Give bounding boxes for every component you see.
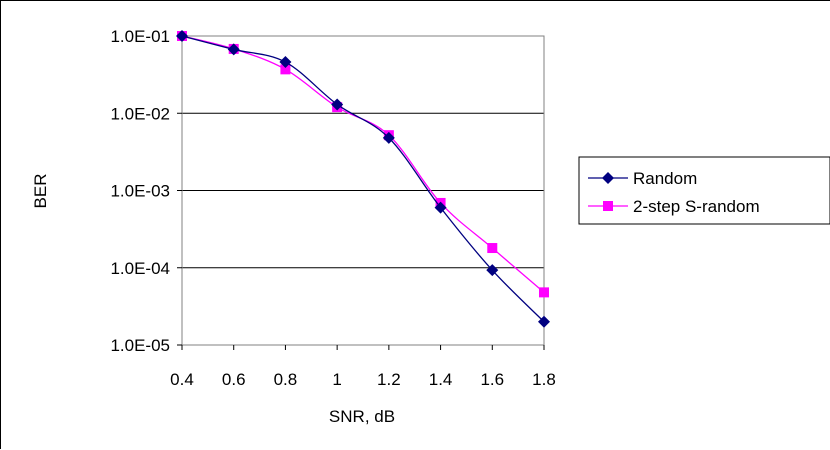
x-axis-ticks: 0.4 0.6 0.8 1 1.2 1.4 1.6 1.8: [170, 345, 556, 389]
data-point-square: [539, 287, 549, 298]
series-line: [181, 35, 545, 323]
data-point-diamond: [434, 201, 447, 214]
data-point-diamond: [382, 131, 395, 144]
data-point-diamond: [176, 30, 188, 42]
y-tick-label: 1.0E-03: [110, 182, 170, 201]
x-axis-title: SNR, dB: [329, 407, 395, 426]
data-point-square: [487, 243, 498, 254]
series-layer: [176, 30, 550, 328]
y-tick-label: 1.0E-02: [110, 104, 170, 123]
data-point-diamond: [486, 264, 499, 277]
x-tick-label: 1.6: [480, 370, 504, 389]
legend-item: Random: [588, 169, 697, 188]
x-tick-label: 1.4: [429, 370, 453, 389]
legend-item: 2-step S-random: [588, 197, 760, 216]
series-2-step-s-random: [177, 31, 549, 298]
x-tick-label: 1: [332, 370, 341, 389]
y-axis-title: BER: [31, 174, 50, 209]
data-point-diamond: [227, 43, 240, 56]
x-tick-label: 1.2: [377, 370, 401, 389]
data-point-square: [280, 64, 291, 75]
legend-marker: [603, 201, 613, 211]
x-tick-label: 0.4: [170, 370, 194, 389]
series-random: [176, 30, 550, 328]
legend-box: [578, 156, 830, 225]
legend: Random 2-step S-random: [578, 156, 830, 225]
legend-marker: [602, 172, 614, 184]
y-tick-label: 1.0E-04: [110, 259, 170, 278]
data-point-diamond: [279, 56, 292, 69]
x-tick-label: 0.8: [274, 370, 298, 389]
y-tick-label: 1.0E-05: [110, 336, 170, 355]
gridlines: [182, 35, 544, 346]
legend-label: 2-step S-random: [633, 197, 760, 216]
legend-label: Random: [633, 169, 697, 188]
series-line: [181, 35, 545, 293]
y-axis-ticks: 1.0E-01 1.0E-02 1.0E-03 1.0E-04 1.0E-05: [110, 27, 182, 355]
data-point-diamond: [331, 98, 344, 111]
x-tick-label: 1.8: [532, 370, 556, 389]
x-tick-label: 0.6: [222, 370, 246, 389]
data-point-diamond: [538, 315, 550, 328]
y-tick-label: 1.0E-01: [110, 27, 170, 46]
